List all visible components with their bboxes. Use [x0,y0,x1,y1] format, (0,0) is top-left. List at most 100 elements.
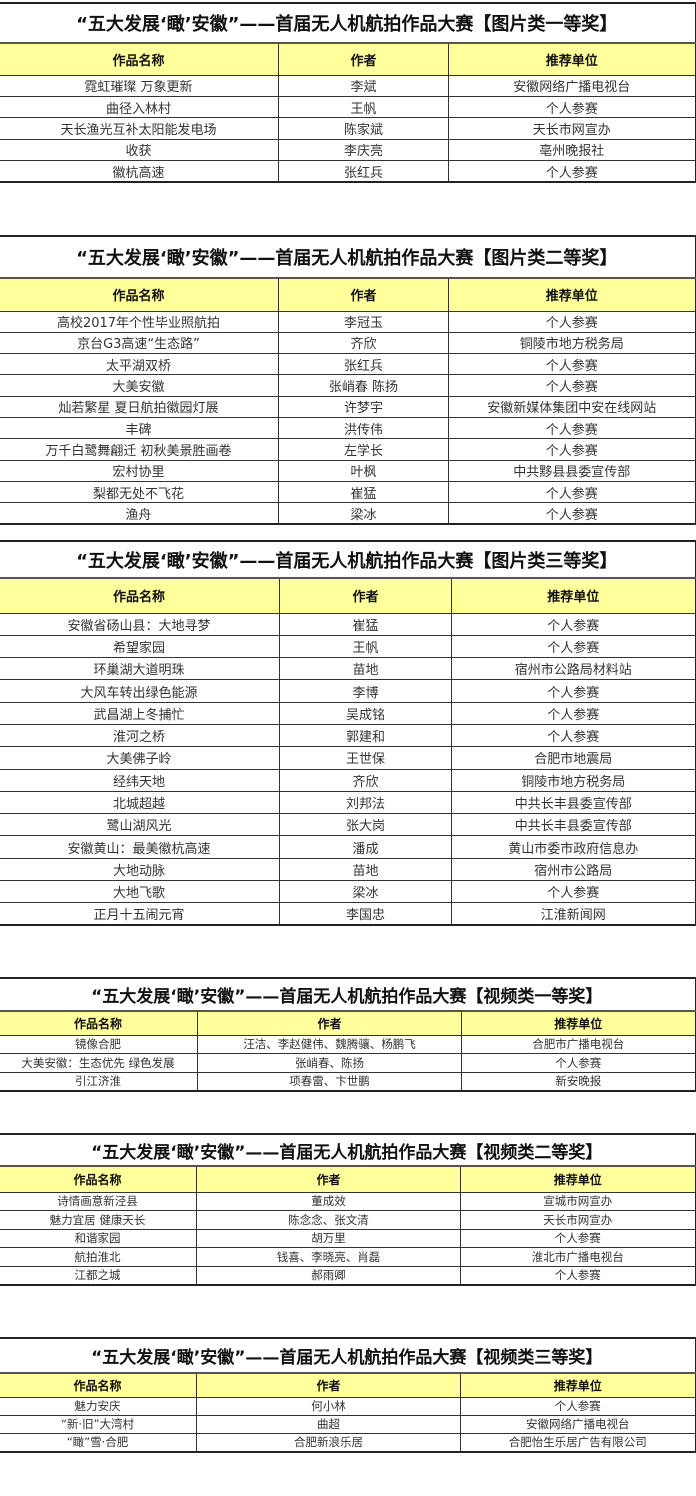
author-cell: 张红兵 [278,160,449,183]
author-cell: 齐欣 [278,331,449,355]
header-row: 作品名称 作者 推荐单位 [0,1165,696,1193]
award-table: “五大发展‘瞰’安徽”——首届无人机航拍作品大赛【视频类二等奖】 作品名称 作者 推荐… [0,1133,696,1286]
recommending-unit-cell: 安徽新媒体集团中安在线网站 [447,395,696,418]
table-row: 大美佛子岭 王世保 合肥市地震局 [0,746,696,770]
author-cell: 汪洁、李赵健伟、魏腾骧、杨鹏飞 [197,1034,462,1055]
table-row: 宏村协里 叶枫 中共黟县县委宣传部 [0,459,696,482]
column-header-title: 作品名称 [0,42,279,76]
table-row: 希望家园 王帆 个人参赛 [0,634,696,659]
work-title-cell: 希望家园 [0,634,280,659]
award-table: “五大发展‘瞰’安徽”——首届无人机航拍作品大赛【图片类二等奖】 作品名称 作者 推荐… [0,235,696,525]
author-cell: 胡万里 [196,1228,461,1249]
author-cell: 项春雷、卞世鹏 [197,1071,462,1092]
column-header-unit: 推荐单位 [447,42,696,76]
table-title: “五大发展‘瞰’安徽”——首届无人机航拍作品大赛【视频类三等奖】 [0,1337,696,1374]
header-row: 作品名称 作者 推荐单位 [0,1010,696,1036]
column-header-author: 作者 [197,1010,462,1036]
work-title-cell: 安徽黄山：最美徽杭高速 [0,835,280,859]
recommending-unit-cell: 江淮新闻网 [450,902,696,926]
recommending-unit-cell: 中共黟县县委宣传部 [447,459,696,482]
recommending-unit-cell: 合肥市广播电视台 [461,1034,696,1055]
table-row: 灿若繁星 夏日航拍徽园灯展 许梦宇 安徽新媒体集团中安在线网站 [0,395,696,418]
recommending-unit-cell: 安徽网络广播电视台 [447,74,696,97]
table-title: “五大发展‘瞰’安徽”——首届无人机航拍作品大赛【视频类二等奖】 [0,1133,696,1167]
author-cell: 张大岗 [279,813,452,837]
work-title-cell: 京台G3高速“生态路” [0,331,279,355]
header-row: 作品名称 作者 推荐单位 [0,577,696,614]
author-cell: 崔猛 [279,612,452,636]
table-row: 大美安徽：生态优先 绿色发展 张峭春、陈扬 个人参赛 [0,1053,696,1073]
work-title-cell: 收获 [0,138,279,162]
table-row: 大美安徽 张峭春 陈扬 个人参赛 [0,374,696,397]
column-header-unit: 推荐单位 [450,577,696,614]
work-title-cell: 诗情画意新泾县 [0,1191,197,1212]
work-title-cell: 高校2017年个性毕业照航拍 [0,310,279,333]
author-cell: 王帆 [279,634,452,659]
work-title-cell: “瞰”雪·合肥 [0,1433,197,1453]
work-title-cell: 鹭山湖风光 [0,813,280,837]
recommending-unit-cell: 宿州市公路局材料站 [450,657,696,681]
work-title-cell: 万千白鹭舞翩迁 初秋美景胜画卷 [0,438,279,461]
recommending-unit-cell: 个人参赛 [447,416,696,440]
work-title-cell: 经纬天地 [0,768,280,792]
table-row: “新·旧”大湾村 曲超 安徽网络广播电视台 [0,1414,696,1435]
work-title-cell: 太平湖双桥 [0,353,279,376]
work-title-cell: 正月十五闹元宵 [0,902,280,926]
author-cell: 何小林 [196,1396,461,1416]
recommending-unit-cell: 个人参赛 [450,701,696,725]
column-header-unit: 推荐单位 [461,1010,696,1036]
recommending-unit-cell: 个人参赛 [447,502,696,525]
author-cell: 苗地 [279,857,452,882]
table-row: 京台G3高速“生态路” 齐欣 铜陵市地方税务局 [0,331,696,355]
recommending-unit-cell: 个人参赛 [460,1265,696,1286]
table-row: 引江济淮 项春雷、卞世鹏 新安晚报 [0,1071,696,1092]
table-row: 环巢湖大道明珠 苗地 宿州市公路局材料站 [0,657,696,681]
author-cell: 曲超 [196,1414,461,1435]
author-cell: 张峭春、陈扬 [197,1053,462,1073]
table-row: 魅力宜居 健康天长 陈念念、张文清 天长市网宣办 [0,1210,696,1230]
table-row: 江都之城 郝雨卿 个人参赛 [0,1265,696,1286]
column-header-author: 作者 [278,277,449,312]
table-row: 大地动脉 苗地 宿州市公路局 [0,857,696,882]
work-title-cell: 霓虹璀璨 万象更新 [0,74,279,97]
author-cell: 张峭春 陈扬 [278,374,449,397]
recommending-unit-cell: 个人参赛 [447,95,696,119]
recommending-unit-cell: 天长市网宣办 [460,1210,696,1230]
column-header-title: 作品名称 [0,1372,197,1398]
author-cell: 洪传伟 [278,416,449,440]
work-title-cell: 引江济淮 [0,1071,198,1092]
table-row: 大风车转出绿色能源 李博 个人参赛 [0,679,696,703]
column-header-unit: 推荐单位 [460,1165,696,1193]
work-title-cell: 环巢湖大道明珠 [0,657,280,681]
recommending-unit-cell: 安徽网络广播电视台 [460,1414,696,1435]
recommending-unit-cell: 淮北市广播电视台 [460,1247,696,1267]
work-title-cell: 天长渔光互补太阳能发电场 [0,117,279,140]
table-row: 天长渔光互补太阳能发电场 陈家斌 天长市网宣办 [0,117,696,140]
table-title: “五大发展‘瞰’安徽”——首届无人机航拍作品大赛【图片类一等奖】 [0,2,696,44]
work-title-cell: 渔舟 [0,502,279,525]
recommending-unit-cell: 中共长丰县委宣传部 [450,790,696,815]
recommending-unit-cell: 黄山市委市政府信息办 [450,835,696,859]
recommending-unit-cell: 铜陵市地方税务局 [450,768,696,792]
table-row: 曲径入林村 王帆 个人参赛 [0,95,696,119]
recommending-unit-cell: 个人参赛 [447,374,696,397]
table-row: 大地飞歌 梁冰 个人参赛 [0,880,696,904]
table-row: 正月十五闹元宵 李国忠 江淮新闻网 [0,902,696,926]
author-cell: 刘邦法 [279,790,452,815]
author-cell: 王帆 [278,95,449,119]
work-title-cell: 灿若繁星 夏日航拍徽园灯展 [0,395,279,418]
column-header-author: 作者 [279,577,452,614]
author-cell: 潘成 [279,835,452,859]
work-title-cell: 曲径入林村 [0,95,279,119]
author-cell: 董成效 [196,1191,461,1212]
recommending-unit-cell: 中共长丰县委宣传部 [450,813,696,837]
table-row: 太平湖双桥 张红兵 个人参赛 [0,353,696,376]
table-title: “五大发展‘瞰’安徽”——首届无人机航拍作品大赛【图片类三等奖】 [0,540,696,579]
work-title-cell: 丰碑 [0,416,279,440]
recommending-unit-cell: 个人参赛 [450,679,696,703]
award-table: “五大发展‘瞰’安徽”——首届无人机航拍作品大赛【图片类三等奖】 作品名称 作者 推荐… [0,540,696,927]
author-cell: 陈念念、张文清 [196,1210,461,1230]
work-title-cell: 江都之城 [0,1265,197,1286]
table-row: 镜像合肥 汪洁、李赵健伟、魏腾骧、杨鹏飞 合肥市广播电视台 [0,1034,696,1055]
author-cell: 苗地 [279,657,452,681]
